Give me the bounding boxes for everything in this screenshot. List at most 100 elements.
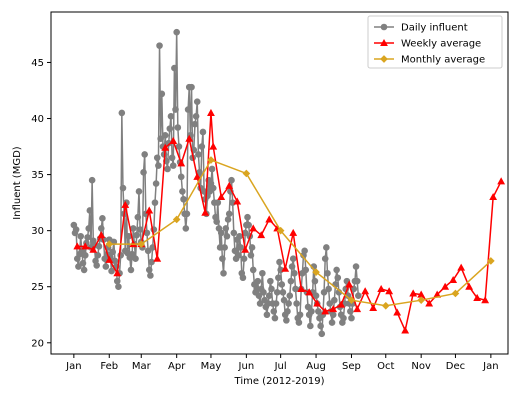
data-point <box>184 106 192 113</box>
data-point <box>245 221 252 229</box>
data-point <box>113 277 121 285</box>
data-point <box>473 293 482 301</box>
data-point <box>183 210 191 218</box>
data-point <box>361 287 370 295</box>
data-point <box>161 143 170 151</box>
data-point <box>377 284 386 292</box>
series-2 <box>105 156 495 310</box>
data-point <box>147 272 154 279</box>
data-point <box>213 218 220 225</box>
data-point <box>157 135 164 143</box>
x-tick-label: Aug <box>306 361 326 372</box>
data-point <box>145 266 153 274</box>
x-tick-label: Jun <box>238 361 255 372</box>
data-point <box>169 136 178 144</box>
data-point <box>182 225 190 232</box>
data-point <box>156 42 163 49</box>
data-point <box>180 195 187 203</box>
data-point <box>259 269 266 277</box>
legend: Daily influent Weekly average Monthly aver… <box>367 15 503 69</box>
data-point <box>137 240 146 248</box>
legend-label: Weekly average <box>401 39 481 50</box>
data-point <box>285 300 292 307</box>
data-point <box>242 169 251 178</box>
data-point <box>280 296 288 304</box>
x-tick-label: Mar <box>132 361 152 372</box>
data-point <box>223 232 231 240</box>
data-point <box>347 296 356 305</box>
data-point <box>95 243 103 250</box>
data-point <box>308 308 315 315</box>
data-point <box>320 289 328 296</box>
x-tick-label: May <box>201 361 222 372</box>
data-point <box>209 142 218 150</box>
x-tick-label: Nov <box>411 361 431 372</box>
data-point <box>325 285 332 293</box>
data-point <box>153 254 162 262</box>
data-point <box>93 262 100 269</box>
data-point <box>214 199 222 206</box>
data-point <box>301 247 308 255</box>
data-point <box>177 173 185 181</box>
data-point <box>134 213 142 221</box>
data-point <box>278 281 286 288</box>
data-point <box>311 277 319 285</box>
data-point <box>193 172 202 180</box>
data-point <box>271 314 279 322</box>
data-point <box>284 308 291 315</box>
data-point <box>254 277 262 285</box>
data-point <box>193 98 201 106</box>
data-point <box>265 292 273 299</box>
data-point <box>317 322 324 330</box>
data-point <box>451 289 460 298</box>
data-point <box>256 300 264 307</box>
data-point <box>323 244 330 251</box>
data-point <box>293 300 300 307</box>
x-tick-label: Oct <box>377 361 394 372</box>
data-point <box>105 240 114 248</box>
data-point <box>72 226 80 233</box>
data-point <box>279 289 287 296</box>
data-point <box>235 252 242 259</box>
data-point <box>237 244 244 251</box>
data-point <box>369 304 378 312</box>
y-tick-label: 20 <box>31 338 44 349</box>
data-point <box>273 289 281 296</box>
legend-item: Weekly average <box>374 39 481 50</box>
y-axis-label: Influent (MGD) <box>12 146 23 219</box>
data-point <box>75 263 82 270</box>
data-point <box>289 255 297 262</box>
legend-item: Monthly average <box>374 55 485 66</box>
data-point <box>248 244 256 251</box>
x-axis: Jan Feb Mar Apr May Jun Jul Aug Sep Oct Nov Dec Jan <box>65 354 499 372</box>
data-point <box>345 280 354 288</box>
data-point <box>287 277 295 285</box>
data-point <box>105 255 114 263</box>
data-point <box>228 176 235 184</box>
data-point <box>217 192 226 201</box>
data-point <box>449 275 458 284</box>
data-point <box>268 285 275 293</box>
legend-marker <box>380 23 388 31</box>
data-point <box>347 308 354 315</box>
data-point <box>192 112 200 120</box>
data-point <box>385 287 394 295</box>
data-point <box>166 125 174 132</box>
data-point <box>337 300 346 308</box>
data-point <box>315 308 322 315</box>
data-point <box>128 250 136 258</box>
data-point <box>305 288 314 296</box>
data-point <box>222 225 230 232</box>
data-point <box>230 229 238 237</box>
x-tick-label: Dec <box>446 361 465 372</box>
legend-label: Monthly average <box>401 55 485 66</box>
data-point <box>141 151 148 158</box>
data-point <box>219 255 226 262</box>
data-point <box>97 231 106 239</box>
data-point <box>302 266 310 274</box>
data-point <box>158 90 166 98</box>
data-point <box>288 263 296 270</box>
data-point <box>281 264 290 272</box>
data-point <box>333 266 340 274</box>
data-point <box>111 257 119 265</box>
